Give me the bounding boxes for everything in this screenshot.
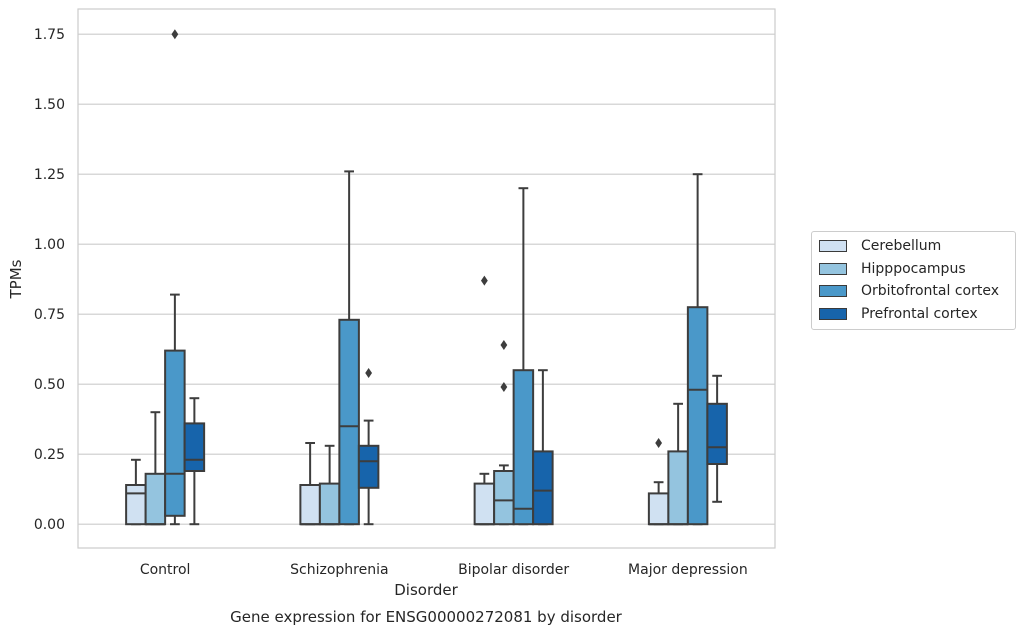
box-body [299, 484, 321, 526]
box-orbitofrontal-cortex [164, 29, 186, 526]
box-body [667, 450, 689, 526]
y-tick-label: 0.25 [34, 447, 65, 463]
y-tick-label: 0.50 [34, 377, 65, 393]
chart-title: Gene expression for ENSG00000272081 by d… [230, 608, 623, 626]
outlier-point [500, 340, 508, 350]
box-body [318, 482, 341, 526]
box-body [164, 349, 186, 517]
box-body [183, 422, 206, 472]
box-prefrontal-cortex [706, 374, 728, 503]
box-body [144, 472, 167, 526]
box-cerebellum [473, 275, 496, 526]
outlier-point [500, 382, 508, 392]
y-tick-label: 0.00 [34, 517, 65, 533]
legend-swatch [819, 240, 847, 253]
box-orbitofrontal-cortex [338, 170, 360, 526]
legend-item: Cerebellum [818, 235, 1009, 258]
legend-item: Orbitofrontal cortex [818, 280, 1009, 303]
legend-label: Hipppocampus [861, 260, 966, 277]
box-body [473, 482, 496, 526]
x-axis-ticks: Control Schizophrenia Bipolar disorder Majo… [140, 562, 748, 578]
boxes [125, 29, 728, 526]
x-tick-label: Schizophrenia [290, 562, 388, 578]
legend-swatch [819, 307, 847, 320]
x-tick-label: Control [140, 562, 191, 578]
outlier-point [655, 438, 663, 448]
box-cerebellum [125, 458, 147, 526]
box-body [338, 318, 360, 526]
box-body [493, 470, 515, 526]
outlier-point [171, 29, 179, 40]
box-body [512, 369, 535, 526]
box-body [357, 444, 380, 489]
legend-swatch [819, 262, 847, 275]
box-prefrontal-cortex [532, 369, 554, 526]
box-hipppocampus [667, 402, 689, 526]
legend-label: Prefrontal cortex [861, 305, 978, 322]
y-tick-label: 1.25 [34, 167, 65, 183]
y-tick-label: 0.75 [34, 307, 65, 323]
box-orbitofrontal-cortex [512, 187, 535, 526]
legend: Cerebellum Hipppocampus Orbitofrontal cort… [811, 231, 1016, 330]
box-body [686, 306, 709, 526]
y-axis-ticks: 0.00 0.25 0.50 0.75 1.00 1.25 1.50 1.75 [34, 27, 65, 533]
y-tick-label: 1.75 [34, 27, 65, 43]
legend-label: Orbitofrontal cortex [861, 283, 999, 300]
box-body [125, 484, 147, 526]
y-axis-title: TPMs [7, 259, 25, 299]
legend-label: Cerebellum [861, 238, 942, 255]
x-tick-label: Bipolar disorder [458, 562, 569, 578]
box-hipppocampus [144, 411, 167, 526]
box-cerebellum [647, 438, 670, 526]
x-axis-title: Disorder [394, 581, 458, 599]
box-hipppocampus [493, 340, 515, 526]
x-tick-label: Major depression [628, 562, 748, 578]
outlier-point [365, 368, 373, 378]
box-body [706, 402, 728, 465]
legend-swatch [819, 285, 847, 298]
box-prefrontal-cortex [183, 397, 206, 526]
y-tick-label: 1.50 [34, 97, 65, 113]
outlier-point [480, 275, 488, 286]
legend-item: Prefrontal cortex [818, 303, 1009, 326]
box-prefrontal-cortex [357, 368, 380, 526]
box-body [532, 450, 554, 526]
box-body [647, 492, 670, 526]
y-tick-label: 1.00 [34, 237, 65, 253]
legend-item: Hipppocampus [818, 258, 1009, 281]
